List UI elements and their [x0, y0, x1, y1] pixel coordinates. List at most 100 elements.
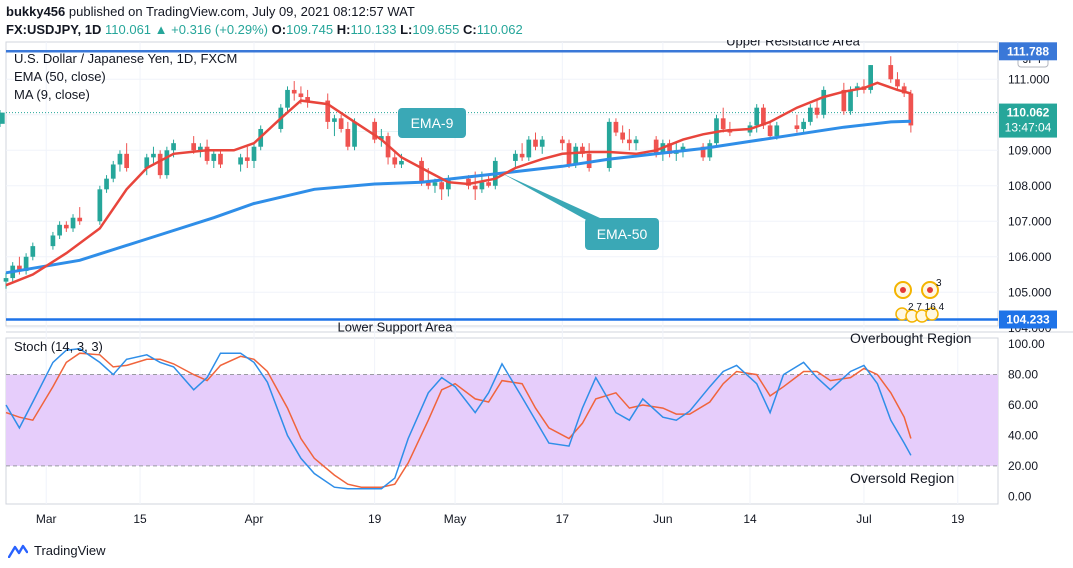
candle-body: [821, 89, 827, 115]
candle-body: [352, 121, 357, 147]
candle-body: [841, 89, 847, 112]
stoch-y-tick-label: 60.00: [1008, 398, 1038, 412]
publish-line: bukky456 published on TradingView.com, J…: [6, 4, 415, 19]
published-text: published on TradingView.com, July 09, 2…: [68, 4, 415, 19]
resistance-price-tag: [999, 42, 1057, 61]
candle-body: [332, 118, 337, 122]
candle-body: [97, 189, 103, 222]
resistance-area-label: Upper Resistance Area: [726, 40, 860, 48]
close-value: 110.062: [476, 22, 523, 37]
price-pane-frame: [5, 41, 999, 327]
last-price-badge: [999, 103, 1057, 138]
event-flag-icon: [925, 307, 939, 321]
stoch-d-line: [5, 352, 912, 488]
y-tick-label: 111.000: [1008, 72, 1050, 86]
candle-body: [291, 89, 297, 94]
candle-body: [144, 157, 150, 169]
author-name[interactable]: bukky456: [6, 4, 66, 19]
candle-body: [251, 146, 257, 161]
ema9-callout-label: EMA-9: [411, 115, 454, 131]
footer: TradingView: [8, 543, 106, 558]
candle-body: [720, 118, 726, 129]
candle-body: [580, 146, 585, 154]
candle-body: [17, 265, 22, 271]
candle-body: [848, 89, 853, 112]
stoch-y-tick-label: 0.00: [1008, 489, 1032, 503]
ema50-line: [5, 119, 911, 275]
candle-body: [533, 139, 538, 147]
last-price: 110.061: [105, 22, 152, 37]
stoch-k-line: [5, 347, 912, 490]
candle-body: [439, 182, 445, 190]
ema50-callout-label: EMA-50: [597, 226, 648, 242]
callout-pointer: [502, 173, 600, 222]
candle-body: [23, 256, 29, 271]
candle-body: [466, 178, 471, 186]
candle-body: [338, 118, 344, 129]
candle-body: [211, 153, 217, 161]
close-label: C:: [463, 22, 477, 37]
candle-body: [868, 65, 873, 90]
quote-line: FX:USDJPY, 1D 110.061 ▲ +0.316 (+0.29%) …: [6, 22, 523, 37]
candle-body: [888, 65, 894, 80]
candle-body: [372, 121, 377, 140]
candle-body: [124, 153, 129, 169]
candle-body: [667, 143, 672, 154]
x-tick-label: May: [444, 512, 467, 526]
support-price-tag: [999, 310, 1057, 329]
candle-body: [0, 112, 5, 124]
candle-body: [57, 224, 62, 236]
chart-area[interactable]: Mar15Apr19May17Jun14Jul19111.000110.0001…: [0, 40, 1073, 534]
y-tick-label: 106.000: [1008, 250, 1052, 264]
candle-body: [895, 79, 900, 87]
open-value: 109.745: [286, 22, 334, 37]
callout-box: [398, 108, 466, 138]
candle-body: [801, 121, 806, 129]
candle-body: [559, 139, 565, 144]
resistance-price-label: 111.788: [1007, 44, 1049, 58]
candle-body: [613, 121, 619, 133]
x-tick-label: 19: [368, 512, 382, 526]
candle-body: [633, 139, 639, 144]
x-tick-label: 19: [951, 512, 965, 526]
stoch-y-tick-label: 100.00: [1008, 337, 1045, 351]
price-chart-svg[interactable]: Mar15Apr19May17Jun14Jul19111.000110.0001…: [0, 40, 1073, 534]
candle-body: [110, 164, 116, 179]
change-arrow-icon: ▲: [154, 22, 168, 37]
high-label: H:: [336, 22, 351, 37]
candle-body: [901, 86, 907, 94]
x-tick-label: 14: [743, 512, 757, 526]
candle-body: [486, 182, 491, 186]
candle-body: [285, 89, 290, 108]
tradingview-brand[interactable]: TradingView: [34, 543, 106, 558]
chart-title: U.S. Dollar / Japanese Yen, 1D, FXCM: [14, 51, 237, 66]
candle-body: [425, 182, 431, 186]
stoch-band: [6, 374, 998, 466]
candle-body: [238, 157, 243, 165]
candle-body: [606, 121, 612, 169]
countdown-label: 13:47:04: [1005, 121, 1052, 135]
callout-pointer: [327, 130, 420, 132]
candle-body: [754, 107, 760, 126]
y-tick-label: 105.000: [1008, 285, 1052, 299]
candle-body: [157, 153, 163, 176]
candle-body: [379, 136, 384, 140]
candle-body: [305, 97, 310, 101]
candle-body: [218, 153, 223, 165]
change-value: +0.316 (+0.29%): [171, 22, 269, 37]
candle-body: [151, 153, 156, 158]
candle-body: [761, 107, 766, 126]
low-label: L:: [400, 22, 413, 37]
candle-body: [513, 153, 518, 161]
open-label: O:: [271, 22, 287, 37]
overbought-label: Overbought Region: [850, 330, 971, 346]
y-tick-label: 109.000: [1008, 143, 1052, 157]
candle-body: [3, 278, 9, 282]
x-tick-label: Jun: [653, 512, 672, 526]
candle-body: [446, 178, 451, 190]
candle-body: [298, 93, 304, 98]
candle-body: [399, 160, 404, 165]
candle-body: [419, 160, 424, 183]
candle-body: [70, 217, 76, 229]
candle-body: [77, 217, 83, 222]
